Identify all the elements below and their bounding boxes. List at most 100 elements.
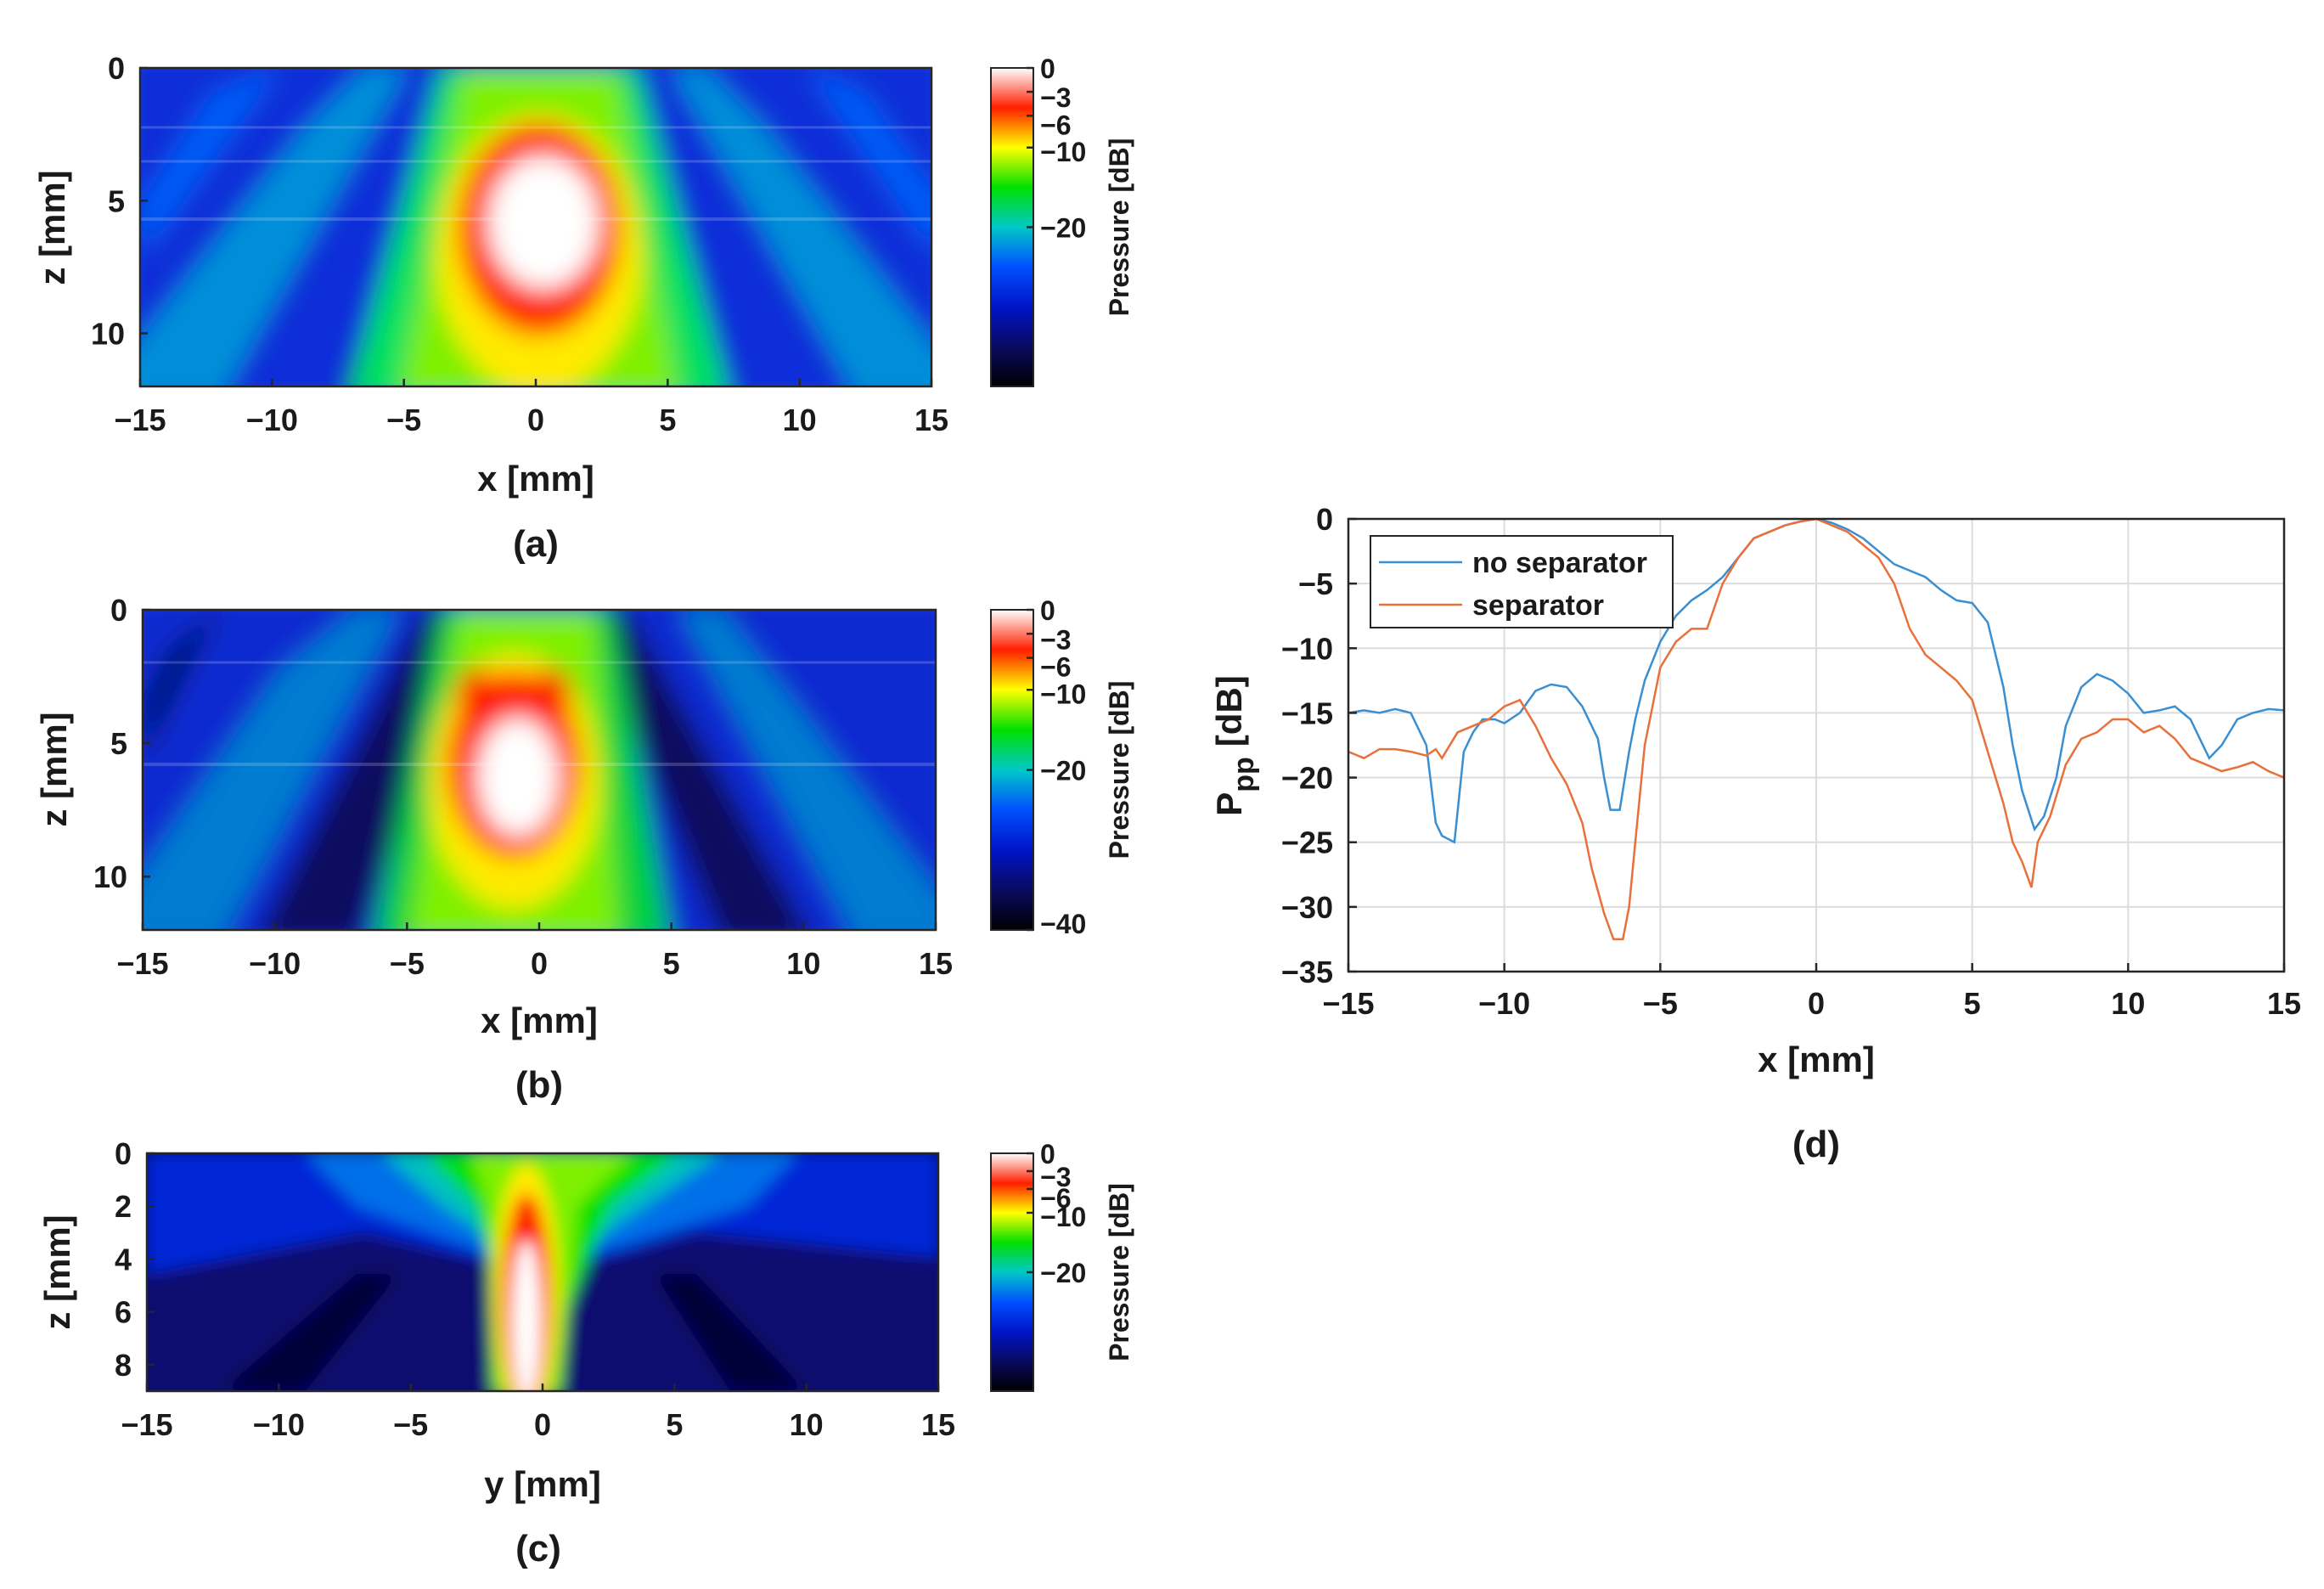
colorbar-label: Pressure [dB] (1104, 681, 1134, 859)
heatmap-c-axes: −15 −10 −5 0 5 10 15 0 2 4 6 8 (115, 1136, 955, 1442)
panel-label-c: (c) (515, 1528, 561, 1569)
colorbar-tick-label: −3 (1040, 1162, 1071, 1192)
heatmap-c-field (147, 1153, 938, 1391)
svg-text:Ppp[dB]: Ppp [dB] (1209, 675, 1260, 816)
x-tick-label: −10 (1478, 986, 1530, 1021)
x-tick-label: 10 (2111, 986, 2145, 1021)
y-tick-label: 0 (1316, 502, 1333, 537)
y-tick-label: 6 (115, 1295, 132, 1330)
legend-box (1370, 535, 1674, 628)
x-tick-label: −5 (390, 946, 425, 981)
heatmap-b-stripes (143, 661, 936, 766)
colorbar-label: Pressure [dB] (1104, 1183, 1134, 1361)
x-axis-label-d: x [mm] (1758, 1040, 1875, 1079)
y-tick-label: −35 (1281, 955, 1333, 989)
y-tick-label: −20 (1281, 761, 1333, 796)
colorbar-tick-label: −40 (1040, 909, 1086, 939)
x-tick-label: −15 (1322, 986, 1374, 1021)
y-tick-label: 8 (115, 1348, 132, 1383)
panel-label-d: (d) (1792, 1124, 1840, 1165)
x-tick-label: 0 (527, 403, 544, 437)
colorbar-tick-label: −20 (1040, 213, 1086, 244)
x-axis-label-c: y [mm] (484, 1464, 601, 1504)
colorbar-tick-label: 0 (1040, 595, 1055, 626)
y-tick-label: 0 (115, 1136, 132, 1171)
panel-label-b: (b) (515, 1064, 563, 1106)
y-axis-label-d-main: P (1209, 792, 1249, 816)
legend-label-separator: separator (1472, 589, 1604, 622)
y-axis-label-d: Ppp [dB] (1209, 675, 1260, 816)
colorbar-tick-label: −6 (1040, 652, 1071, 683)
x-tick-label: −15 (121, 1407, 172, 1442)
colorbar-tick-label: −3 (1040, 624, 1071, 655)
colorbar-tick-label: −10 (1040, 1202, 1086, 1232)
y-tick-label: −25 (1281, 825, 1333, 860)
x-tick-label: 10 (790, 1407, 824, 1442)
x-tick-label: 15 (919, 946, 953, 981)
x-tick-label: 15 (914, 403, 948, 437)
x-tick-label: −10 (253, 1407, 305, 1442)
colorbar-tick-label: −10 (1040, 679, 1086, 709)
x-tick-label: 10 (783, 403, 817, 437)
x-tick-label: −5 (393, 1407, 428, 1442)
x-tick-label: −10 (249, 946, 301, 981)
heatmap-b-field (143, 610, 936, 930)
x-tick-label: −15 (114, 403, 166, 437)
x-tick-label: 5 (659, 403, 676, 437)
heatmap-a-axes: −15 −10 −5 0 5 10 15 0 5 10 (91, 51, 948, 437)
line-chart-panel-d: −15 −10 −5 0 5 10 15 0 −5 −10 −15 −20 −25 −30 −35 no s… (1209, 502, 2301, 1165)
heatmap-a-stripes (140, 126, 931, 221)
x-tick-label: 0 (534, 1407, 551, 1442)
colorbar-tick-label: −3 (1040, 82, 1071, 113)
y-axis-label-d-unit: [dB] (1209, 675, 1249, 747)
colorbar-c: 0−3−6−10 −20 Pressure [dB] (990, 1139, 1134, 1392)
x-tick-label: 15 (921, 1407, 955, 1442)
x-tick-label: 0 (1808, 986, 1825, 1021)
y-tick-label: −5 (1298, 566, 1333, 601)
colorbar-tick-label: −10 (1040, 137, 1086, 167)
x-tick-label: 5 (663, 946, 680, 981)
y-axis-label-d-sub: pp (1228, 757, 1260, 792)
colorbar-label: Pressure [dB] (1104, 138, 1134, 317)
x-tick-label: −15 (116, 946, 168, 981)
y-tick-label: 0 (110, 593, 127, 628)
colorbar-tick-label: −6 (1040, 1183, 1071, 1214)
y-tick-label: 2 (115, 1189, 132, 1224)
y-axis-label-c: z [mm] (37, 1214, 77, 1329)
x-tick-label: −10 (246, 403, 298, 437)
line-chart-d-axes: −15 −10 −5 0 5 10 15 0 −5 −10 −15 −20 −25 −30 −35 (1281, 502, 2301, 1021)
x-tick-label: 0 (531, 946, 548, 981)
x-axis-label-a: x [mm] (477, 459, 594, 499)
y-axis-label-a: z [mm] (32, 170, 72, 285)
x-tick-label: 15 (2267, 986, 2301, 1021)
x-tick-label: 5 (1964, 986, 1981, 1021)
x-axis-label-b: x [mm] (481, 1000, 598, 1040)
colorbar-tick-label: 0 (1040, 54, 1055, 84)
panel-label-a: (a) (513, 523, 559, 565)
y-tick-label: 10 (93, 859, 127, 894)
heatmap-b-axes: −15 −10 −5 0 5 10 15 0 5 10 (93, 593, 953, 981)
y-tick-label: 0 (108, 51, 125, 86)
y-tick-label: −30 (1281, 890, 1333, 925)
colorbar-bar (990, 1152, 1034, 1392)
y-tick-label: 5 (108, 183, 125, 218)
y-tick-label: 4 (115, 1242, 132, 1276)
colorbar-tick-label: −20 (1040, 756, 1086, 786)
legend: no separator separator (1370, 535, 1674, 628)
x-tick-label: −5 (1643, 986, 1678, 1021)
y-tick-label: 10 (91, 317, 125, 352)
y-tick-label: −10 (1281, 631, 1333, 666)
colorbar-b: 0−3−6−10 −20 −40 Pressure [dB] (990, 595, 1134, 939)
x-tick-label: 10 (786, 946, 820, 981)
colorbar-tick-label: −6 (1040, 110, 1071, 140)
colorbar-a: 0−3−6−10 −20 Pressure [dB] (990, 54, 1134, 387)
heatmap-a-field (140, 68, 931, 386)
x-tick-label: −5 (386, 403, 421, 437)
legend-label-no-separator: no separator (1472, 547, 1647, 579)
series-line-separator (1348, 519, 2284, 941)
y-tick-label: −15 (1281, 696, 1333, 730)
y-axis-label-b: z [mm] (34, 712, 74, 826)
